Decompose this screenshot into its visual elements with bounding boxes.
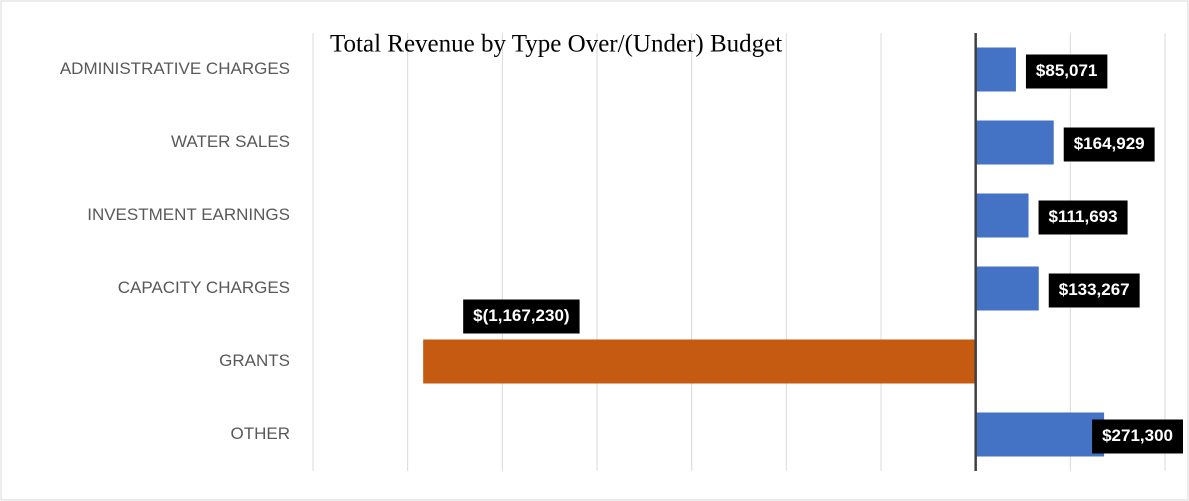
data-label-box bbox=[1092, 419, 1183, 454]
data-label-text: $133,267 bbox=[1059, 280, 1130, 299]
data-label: $(1,167,230) bbox=[463, 299, 580, 334]
chart-title: Total Revenue by Type Over/(Under) Budge… bbox=[330, 31, 782, 58]
y-tick-label: GRANTS bbox=[219, 351, 290, 370]
data-label: $133,267 bbox=[1048, 273, 1140, 308]
data-label: $85,071 bbox=[1025, 54, 1108, 89]
y-tick-label: OTHER bbox=[231, 424, 291, 443]
data-label-text: $164,929 bbox=[1074, 134, 1145, 153]
data-label-box bbox=[463, 299, 580, 334]
data-label-box bbox=[1025, 54, 1108, 89]
bars: $85,071 $164,929 $111,693 $133,267 $(1,167,2… bbox=[423, 47, 1183, 457]
grid bbox=[312, 33, 1166, 471]
data-label: $271,300 bbox=[1092, 419, 1183, 454]
data-label-box bbox=[1048, 273, 1140, 308]
data-label-box bbox=[1038, 200, 1128, 235]
data-label: $111,693 bbox=[1038, 200, 1128, 235]
data-label-text: $111,693 bbox=[1049, 207, 1118, 226]
data-label-text: $(1,167,230) bbox=[473, 306, 569, 325]
bar bbox=[975, 193, 1029, 238]
data-label-text: $85,071 bbox=[1036, 61, 1097, 80]
y-tick-label: ADMINISTRATIVE CHARGES bbox=[60, 59, 290, 78]
data-label: $164,929 bbox=[1063, 127, 1155, 162]
data-label-box bbox=[1063, 127, 1155, 162]
bar bbox=[975, 266, 1039, 311]
bar bbox=[975, 120, 1054, 165]
bar bbox=[975, 47, 1016, 92]
data-label-text: $271,300 bbox=[1102, 426, 1173, 445]
y-tick-label: CAPACITY CHARGES bbox=[118, 278, 290, 297]
y-tick-label: WATER SALES bbox=[171, 132, 290, 151]
bar bbox=[975, 412, 1105, 457]
y-tick-label: INVESTMENT EARNINGS bbox=[87, 205, 290, 224]
bar bbox=[423, 339, 976, 384]
